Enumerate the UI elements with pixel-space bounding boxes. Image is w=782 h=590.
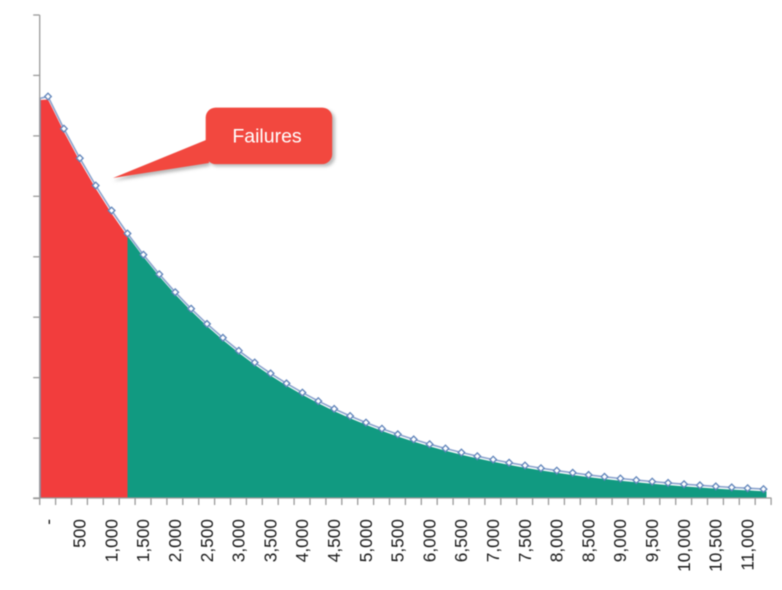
svg-text:4,000: 4,000 — [292, 519, 312, 562]
svg-text:1,500: 1,500 — [133, 519, 153, 562]
svg-text:Failures: Failures — [232, 126, 302, 148]
svg-text:7,000: 7,000 — [483, 519, 503, 562]
svg-text:500: 500 — [70, 519, 90, 548]
svg-text:3,500: 3,500 — [260, 519, 280, 562]
svg-text:2,500: 2,500 — [197, 519, 217, 562]
svg-text:10,500: 10,500 — [706, 519, 726, 572]
svg-text:5,000: 5,000 — [356, 519, 376, 562]
svg-text:3,000: 3,000 — [229, 519, 249, 562]
svg-text:10,000: 10,000 — [674, 519, 694, 572]
svg-text:5,500: 5,500 — [388, 519, 408, 562]
svg-text:7,500: 7,500 — [515, 519, 535, 562]
svg-text:8,500: 8,500 — [578, 519, 598, 562]
svg-text:-: - — [38, 519, 58, 525]
svg-text:11,000: 11,000 — [737, 519, 757, 571]
svg-text:2,000: 2,000 — [165, 519, 185, 562]
svg-text:8,000: 8,000 — [547, 519, 567, 562]
svg-text:6,000: 6,000 — [419, 519, 439, 562]
svg-text:9,000: 9,000 — [610, 519, 630, 562]
svg-text:1,000: 1,000 — [101, 519, 121, 562]
svg-text:6,500: 6,500 — [451, 519, 471, 562]
svg-text:9,500: 9,500 — [642, 519, 662, 562]
svg-text:4,500: 4,500 — [324, 519, 344, 562]
